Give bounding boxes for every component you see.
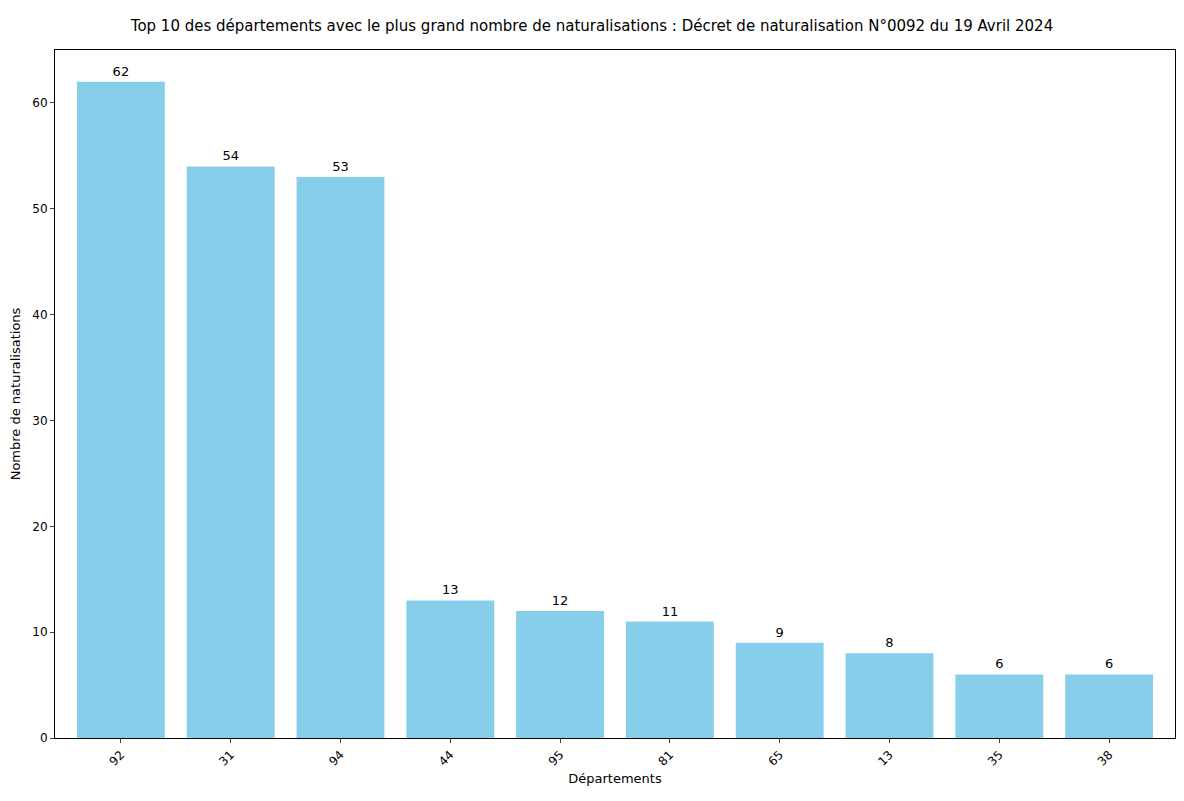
svg-text:6: 6 — [1105, 656, 1113, 671]
svg-text:60: 60 — [32, 96, 47, 110]
svg-text:95: 95 — [546, 748, 567, 769]
svg-text:8: 8 — [885, 635, 893, 650]
svg-text:30: 30 — [32, 414, 47, 428]
svg-text:50: 50 — [32, 202, 47, 216]
svg-text:10: 10 — [32, 625, 47, 639]
svg-text:13: 13 — [442, 582, 459, 597]
svg-text:Nombre de naturalisations: Nombre de naturalisations — [8, 307, 23, 480]
svg-text:12: 12 — [552, 593, 569, 608]
svg-text:38: 38 — [1095, 748, 1116, 769]
svg-text:9: 9 — [776, 625, 784, 640]
svg-text:40: 40 — [32, 308, 47, 322]
svg-text:35: 35 — [985, 748, 1006, 769]
svg-text:54: 54 — [222, 148, 239, 163]
svg-text:44: 44 — [436, 748, 457, 769]
svg-text:94: 94 — [326, 748, 347, 769]
svg-text:81: 81 — [656, 748, 677, 769]
svg-text:Top 10 des départements avec l: Top 10 des départements avec le plus gra… — [130, 17, 1053, 35]
svg-text:6: 6 — [995, 656, 1003, 671]
svg-text:92: 92 — [107, 748, 128, 769]
svg-text:20: 20 — [32, 520, 47, 534]
svg-text:Départements: Départements — [568, 771, 662, 786]
svg-text:31: 31 — [216, 748, 237, 769]
svg-text:65: 65 — [765, 748, 786, 769]
svg-text:11: 11 — [662, 604, 679, 619]
svg-text:62: 62 — [113, 64, 130, 79]
svg-text:0: 0 — [40, 731, 48, 745]
svg-text:53: 53 — [332, 159, 349, 174]
svg-text:13: 13 — [875, 748, 896, 769]
